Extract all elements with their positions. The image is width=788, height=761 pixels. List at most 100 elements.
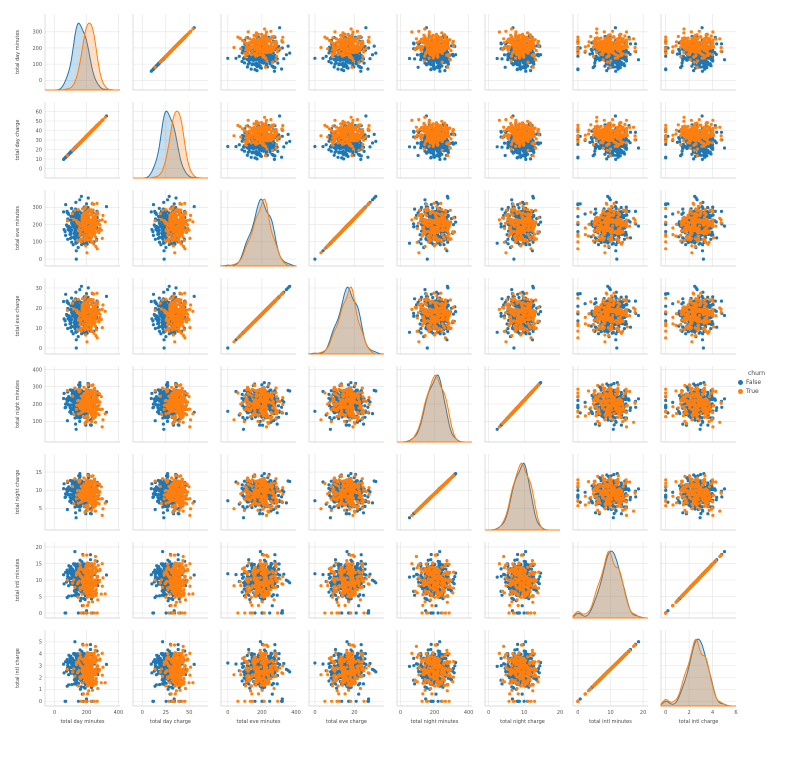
point-true (263, 116, 266, 119)
point-true (449, 58, 452, 61)
point-false (614, 70, 617, 73)
point-false (664, 55, 667, 58)
point-true (599, 53, 602, 56)
point-true (265, 147, 268, 150)
point-true (693, 38, 696, 41)
point-true (232, 46, 235, 49)
point-true (619, 37, 622, 40)
point-false (339, 147, 342, 150)
point-true (440, 31, 443, 34)
point-false (374, 140, 377, 143)
point-true (254, 135, 257, 138)
point-false (447, 63, 450, 66)
point-false (340, 68, 343, 71)
panel-0-3 (309, 14, 384, 90)
point-false (325, 143, 328, 146)
point-true (598, 41, 601, 44)
panel-1-0: 0102030405060total day charge (15, 102, 120, 178)
point-false (273, 70, 276, 73)
point-true (621, 41, 624, 44)
point-false (605, 69, 608, 72)
point-true (423, 55, 426, 58)
point-true (154, 66, 157, 69)
point-true (614, 57, 617, 60)
point-true (534, 58, 537, 61)
point-true (452, 45, 455, 48)
point-false (251, 151, 254, 154)
y-tick-label: 20 (36, 147, 42, 153)
point-true (671, 50, 674, 53)
point-false (238, 143, 241, 146)
point-true (442, 48, 445, 51)
point-true (247, 119, 250, 122)
point-false (496, 57, 499, 60)
point-true (596, 46, 599, 49)
point-true (420, 49, 423, 52)
point-true (537, 40, 540, 43)
point-true (706, 52, 709, 55)
panel-0-1 (133, 14, 208, 90)
point-false (357, 153, 360, 156)
point-true (252, 34, 255, 37)
point-true (503, 46, 506, 49)
point-false (356, 57, 359, 60)
point-false (333, 63, 336, 66)
point-true (416, 41, 419, 44)
point-false (226, 145, 229, 148)
point-true (511, 52, 514, 55)
point-true (275, 55, 278, 58)
point-false (532, 63, 535, 66)
point-true (625, 38, 628, 41)
point-true (178, 41, 181, 44)
point-true (262, 55, 265, 58)
point-true (264, 66, 267, 69)
point-false (499, 42, 502, 45)
point-false (280, 156, 283, 159)
point-true (258, 126, 261, 129)
point-true (706, 45, 709, 48)
point-true (410, 30, 413, 33)
point-true (703, 37, 706, 40)
point-false (711, 50, 714, 53)
point-true (533, 55, 536, 58)
point-true (698, 30, 701, 33)
point-true (256, 42, 259, 45)
point-true (271, 136, 274, 139)
point-true (350, 66, 353, 69)
point-false (593, 64, 596, 67)
point-true (350, 41, 353, 44)
point-true (337, 45, 340, 48)
point-true (281, 41, 284, 44)
point-false (504, 66, 507, 69)
point-false (529, 69, 532, 72)
point-true (356, 30, 359, 33)
point-true (576, 36, 579, 39)
point-true (449, 49, 452, 52)
point-true (711, 30, 714, 33)
point-true (439, 45, 442, 48)
point-false (247, 63, 250, 66)
point-true (267, 133, 270, 136)
point-true (609, 66, 612, 69)
point-false (253, 68, 256, 71)
point-false (287, 45, 290, 48)
point-true (339, 34, 342, 37)
point-true (704, 40, 707, 43)
point-true (507, 49, 510, 52)
point-true (435, 33, 438, 36)
point-false (321, 145, 324, 148)
point-false (269, 145, 272, 148)
point-true (333, 51, 336, 54)
point-false (720, 42, 723, 45)
point-true (592, 55, 595, 58)
point-true (330, 41, 333, 44)
point-true (250, 141, 253, 144)
point-false (431, 63, 434, 66)
point-false (527, 58, 530, 61)
point-true (692, 45, 695, 48)
point-true (104, 116, 107, 119)
point-false (342, 153, 345, 156)
point-true (248, 37, 251, 40)
point-false (364, 26, 367, 29)
point-false (243, 150, 246, 153)
